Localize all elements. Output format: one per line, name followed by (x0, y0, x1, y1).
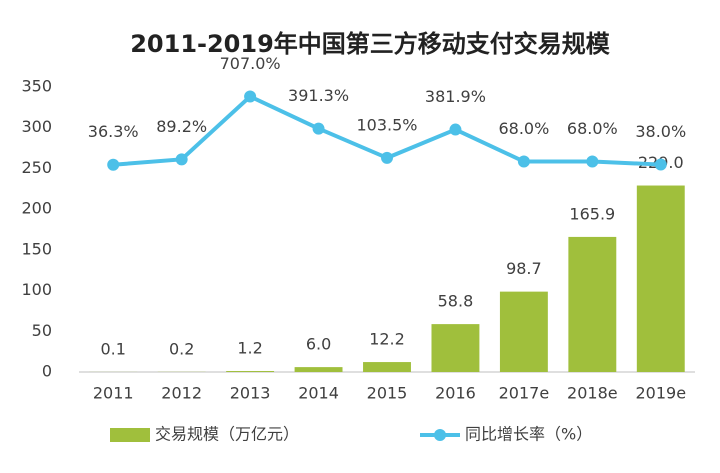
legend-label: 交易规模（万亿元） (155, 425, 299, 444)
bar (431, 324, 480, 372)
bar-value-label: 165.9 (569, 204, 615, 223)
x-tick-label: 2012 (161, 384, 202, 403)
line-value-label: 68.0% (498, 119, 549, 138)
line-value-label: 36.3% (88, 122, 139, 141)
bar-value-label: 12.2 (369, 330, 405, 349)
legend-label: 同比增长率（%） (465, 425, 592, 444)
y-tick-label: 150 (21, 239, 52, 258)
line-point (586, 155, 599, 168)
line-value-label: 707.0% (220, 54, 281, 73)
line-point (244, 90, 257, 103)
x-tick-label: 2019e (635, 384, 686, 403)
x-tick-label: 2015 (367, 384, 408, 403)
x-tick-label: 2016 (435, 384, 476, 403)
line-value-label: 391.3% (288, 86, 349, 105)
line-point (654, 158, 667, 171)
y-tick-label: 0 (42, 362, 52, 381)
y-tick-label: 350 (21, 77, 52, 96)
bar (636, 185, 685, 372)
bar-value-label: 1.2 (237, 339, 262, 358)
bar (363, 362, 411, 372)
x-tick-label: 2014 (298, 384, 339, 403)
bar (294, 367, 343, 372)
y-tick-label: 50 (32, 321, 52, 340)
chart-title: 2011-2019年中国第三方移动支付交易规模 (130, 30, 611, 58)
bar-value-label: 0.1 (100, 339, 125, 358)
x-tick-label: 2011 (93, 384, 134, 403)
line-value-label: 38.0% (635, 122, 686, 141)
line-point (175, 153, 188, 166)
line-point (312, 122, 325, 135)
y-tick-label: 200 (21, 199, 52, 218)
legend-swatch (110, 428, 150, 442)
x-tick-label: 2017e (499, 384, 550, 403)
legend-swatch-marker (434, 429, 446, 441)
x-tick-label: 2018e (567, 384, 618, 403)
line-point (449, 123, 462, 136)
line-point (381, 151, 393, 164)
x-tick-label: 2013 (230, 384, 271, 403)
line-value-label: 381.9% (425, 87, 486, 106)
line-value-label: 68.0% (567, 119, 618, 138)
bar (499, 291, 548, 372)
line-point (517, 155, 530, 168)
bar-value-label: 98.7 (506, 259, 542, 278)
line-value-label: 103.5% (356, 115, 417, 134)
y-tick-label: 250 (21, 158, 52, 177)
bar-value-label: 6.0 (306, 335, 331, 354)
bar-value-label: 0.2 (169, 339, 194, 358)
y-tick-label: 300 (21, 117, 52, 136)
y-tick-label: 100 (21, 280, 52, 299)
bar (568, 236, 617, 372)
line-point (107, 158, 120, 171)
bar-value-label: 58.8 (438, 292, 474, 311)
line-value-label: 89.2% (156, 117, 207, 136)
bar (226, 371, 275, 372)
